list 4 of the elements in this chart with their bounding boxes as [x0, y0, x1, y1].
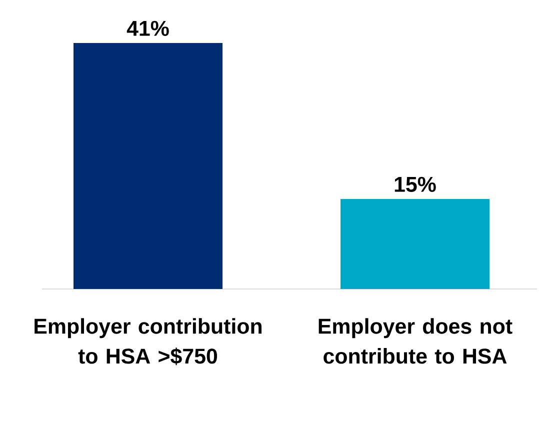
data-label: 15% — [394, 176, 436, 192]
x-tick-label: Employer does not contribute to HSA — [318, 318, 512, 364]
x-tick-label: Employer contribution to HSA >$750 — [34, 318, 262, 366]
data-label: 41% — [126, 20, 169, 36]
